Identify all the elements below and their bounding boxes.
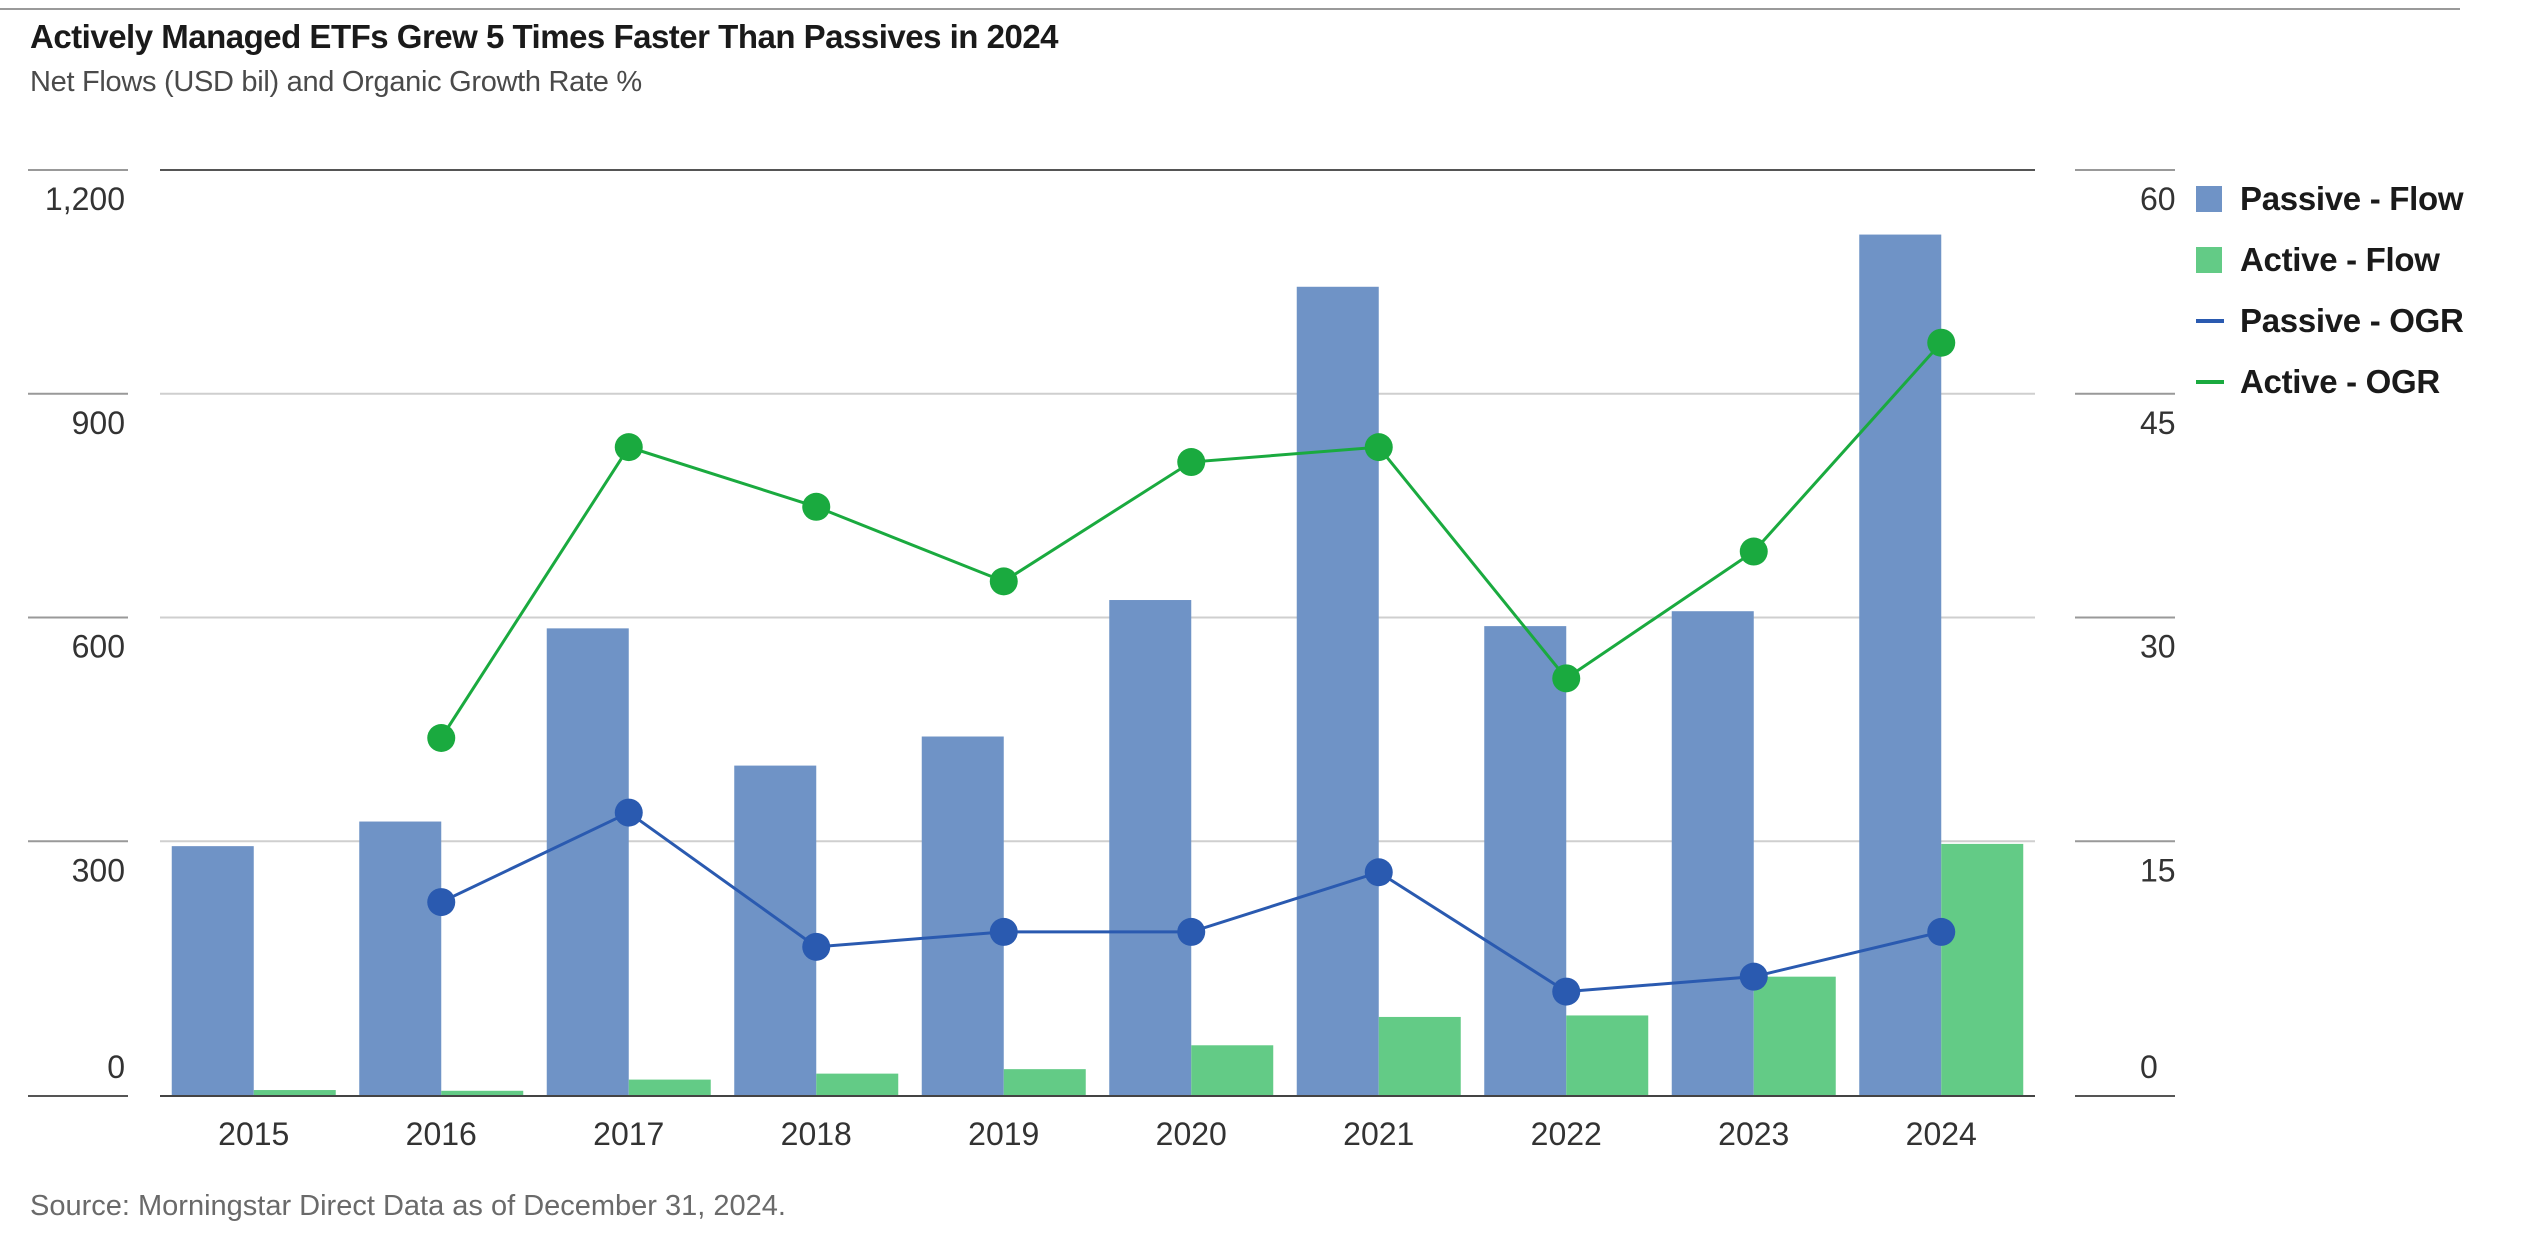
- legend-item-passive-ogr: Passive - OGR: [2196, 290, 2464, 351]
- legend-swatch-active-flow: [2196, 246, 2222, 273]
- point-active-ogr-2018: [802, 492, 831, 521]
- bar-active-flow-2017: [628, 1079, 711, 1096]
- x-tick-label-2024: 2024: [1906, 1116, 1977, 1152]
- point-passive-ogr-2019: [989, 917, 1018, 946]
- legend-label-passive-ogr: Passive - OGR: [2240, 301, 2464, 339]
- bar-passive-flow-2022: [1484, 626, 1567, 1096]
- legend-item-active-flow: Active - Flow: [2196, 229, 2464, 290]
- left-tick-label-2: 600: [72, 629, 125, 665]
- chart-subtitle: Net Flows (USD bil) and Organic Growth R…: [30, 66, 642, 98]
- right-tick-label-1: 15: [2140, 852, 2176, 888]
- x-tick-label-2020: 2020: [1156, 1116, 1227, 1152]
- point-passive-ogr-2024: [1927, 917, 1956, 946]
- legend-line-passive-ogr: [2196, 318, 2224, 323]
- left-tick-label-1: 300: [72, 852, 125, 888]
- bar-passive-flow-2016: [359, 821, 442, 1096]
- point-passive-ogr-2022: [1552, 977, 1581, 1006]
- bar-active-flow-2018: [816, 1073, 899, 1096]
- bar-passive-flow-2021: [1296, 286, 1379, 1096]
- right-tick-label-3: 45: [2140, 405, 2176, 441]
- point-active-ogr-2020: [1177, 448, 1206, 477]
- left-tick-label-0: 0: [107, 1049, 125, 1085]
- right-tick-label-4: 60: [2140, 181, 2176, 217]
- legend-label-active-flow: Active - Flow: [2240, 240, 2440, 278]
- top-rule: [0, 8, 2460, 10]
- x-tick-label-2018: 2018: [781, 1116, 852, 1152]
- bar-passive-flow-2018: [734, 765, 817, 1096]
- legend-swatch-passive-flow: [2196, 185, 2222, 212]
- right-tick-label-0: 0: [2140, 1049, 2158, 1085]
- point-active-ogr-2024: [1927, 328, 1956, 357]
- legend-item-active-ogr: Active - OGR: [2196, 351, 2464, 412]
- bar-active-flow-2022: [1566, 1015, 1649, 1096]
- source-note: Source: Morningstar Direct Data as of De…: [30, 1190, 786, 1222]
- left-tick-label-4: 1,200: [45, 181, 125, 217]
- x-tick-label-2015: 2015: [218, 1116, 289, 1152]
- point-passive-ogr-2016: [427, 888, 456, 917]
- x-tick-label-2022: 2022: [1531, 1116, 1602, 1152]
- bar-active-flow-2015: [253, 1090, 336, 1096]
- legend-label-active-ogr: Active - OGR: [2240, 362, 2440, 400]
- bar-passive-flow-2017: [546, 628, 629, 1096]
- point-active-ogr-2021: [1364, 433, 1393, 462]
- legend: Passive - Flow Active - Flow Passive - O…: [2196, 168, 2464, 412]
- x-tick-label-2023: 2023: [1718, 1116, 1789, 1152]
- left-tick-label-3: 900: [72, 405, 125, 441]
- point-active-ogr-2017: [614, 433, 643, 462]
- point-active-ogr-2016: [427, 724, 456, 752]
- point-passive-ogr-2021: [1364, 858, 1393, 887]
- point-active-ogr-2019: [989, 567, 1018, 596]
- right-tick-label-2: 30: [2140, 629, 2176, 665]
- bar-passive-flow-2020: [1109, 600, 1192, 1096]
- bar-passive-flow-2019: [921, 736, 1004, 1096]
- bar-active-flow-2021: [1378, 1016, 1461, 1096]
- chart-title: Actively Managed ETFs Grew 5 Times Faste…: [30, 18, 1059, 55]
- x-tick-label-2019: 2019: [968, 1116, 1039, 1152]
- bar-passive-flow-2015: [171, 846, 254, 1096]
- x-tick-label-2017: 2017: [593, 1116, 664, 1152]
- point-passive-ogr-2023: [1739, 962, 1768, 991]
- bar-passive-flow-2024: [1859, 234, 1942, 1096]
- bar-active-flow-2016: [441, 1090, 524, 1096]
- legend-label-passive-flow: Passive - Flow: [2240, 179, 2464, 217]
- point-passive-ogr-2018: [802, 932, 831, 961]
- legend-item-passive-flow: Passive - Flow: [2196, 168, 2464, 229]
- bar-passive-flow-2023: [1671, 611, 1754, 1096]
- x-tick-label-2021: 2021: [1343, 1116, 1414, 1152]
- bar-active-flow-2019: [1003, 1069, 1086, 1096]
- bar-active-flow-2020: [1191, 1045, 1274, 1096]
- point-passive-ogr-2020: [1177, 917, 1206, 946]
- x-tick-label-2016: 2016: [406, 1116, 477, 1152]
- point-passive-ogr-2017: [614, 798, 643, 827]
- bar-active-flow-2023: [1753, 976, 1836, 1096]
- point-active-ogr-2022: [1552, 664, 1581, 693]
- bar-active-flow-2024: [1941, 843, 2024, 1096]
- point-active-ogr-2023: [1739, 537, 1768, 566]
- legend-line-active-ogr: [2196, 379, 2224, 384]
